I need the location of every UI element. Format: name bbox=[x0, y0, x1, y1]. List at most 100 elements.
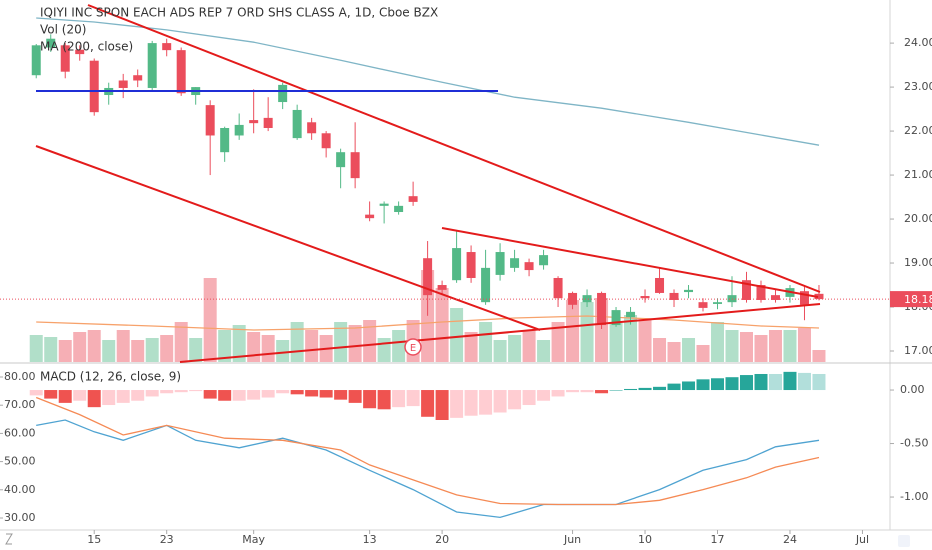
volume-bar bbox=[653, 338, 667, 362]
macd-histogram-bar bbox=[522, 390, 536, 406]
volume-bar bbox=[739, 332, 753, 362]
candle-body bbox=[220, 127, 230, 153]
candle-body bbox=[278, 84, 288, 103]
volume-bar bbox=[44, 337, 58, 362]
candle-body bbox=[350, 152, 360, 179]
volume-ma-line bbox=[36, 315, 820, 331]
macd-histogram-bar bbox=[319, 390, 333, 398]
candle-body bbox=[466, 252, 476, 278]
macd-histogram-bar bbox=[102, 390, 116, 406]
candle-body bbox=[423, 258, 433, 296]
candle-body bbox=[292, 109, 302, 139]
macd-histogram-bar bbox=[131, 390, 145, 401]
x-tick-label: 20 bbox=[435, 533, 449, 546]
candle-body bbox=[814, 293, 824, 300]
volume-bar bbox=[102, 340, 116, 362]
volume-bar bbox=[348, 325, 362, 362]
volume-bar bbox=[754, 335, 768, 362]
macd-histogram-bar bbox=[754, 373, 768, 391]
macd-histogram-bar bbox=[638, 387, 652, 391]
macd-histogram-bar bbox=[450, 390, 464, 418]
volume-bar bbox=[160, 335, 174, 362]
candle-body bbox=[611, 310, 621, 326]
price-pane bbox=[29, 17, 826, 362]
macd-histogram-bar bbox=[464, 390, 478, 416]
volume-bar bbox=[189, 338, 203, 362]
earnings-marker[interactable]: E bbox=[410, 343, 416, 354]
macd-histogram-bar bbox=[29, 390, 43, 396]
macd-histogram-bar bbox=[218, 390, 232, 401]
macd-histogram-bar bbox=[609, 390, 623, 391]
macd-histogram-bar bbox=[363, 390, 377, 409]
macd-histogram-bar bbox=[58, 390, 72, 403]
candle-body bbox=[408, 196, 418, 202]
volume-bar bbox=[218, 330, 232, 362]
earnings-badge[interactable] bbox=[404, 338, 422, 356]
macd-histogram-bar bbox=[493, 390, 507, 413]
volume-label: Vol (20) bbox=[40, 23, 86, 37]
auto-scale-button[interactable] bbox=[898, 535, 910, 547]
x-tick-label: Jun bbox=[563, 533, 581, 546]
volume-bar bbox=[624, 315, 638, 362]
macd-histogram-bar bbox=[595, 390, 609, 394]
macd-histogram-bar bbox=[682, 381, 696, 391]
volume-bar bbox=[566, 300, 580, 362]
volume-bar bbox=[87, 330, 101, 362]
y-tick-label: 20.00 bbox=[904, 212, 932, 225]
volume-bar bbox=[638, 320, 652, 362]
volume-bar bbox=[261, 335, 275, 362]
macd-histogram-bar bbox=[247, 390, 261, 400]
volume-bar bbox=[334, 322, 348, 362]
candle-body bbox=[234, 124, 244, 136]
candle-body bbox=[147, 43, 157, 88]
macd-histogram-bar bbox=[580, 390, 594, 393]
volume-bar bbox=[29, 335, 43, 362]
x-tick-label: 24 bbox=[783, 533, 797, 546]
macd-left-tick-label: 40.00 bbox=[4, 483, 36, 496]
macd-histogram-bar bbox=[377, 390, 391, 410]
volume-bar bbox=[58, 340, 72, 362]
y-tick-label: 21.00 bbox=[904, 168, 932, 181]
macd-histogram-bar bbox=[566, 390, 580, 393]
candle-body bbox=[640, 296, 650, 299]
volume-bar bbox=[145, 338, 159, 362]
x-tick-label: 13 bbox=[363, 533, 377, 546]
volume-bar bbox=[580, 302, 594, 362]
macd-histogram-bar bbox=[73, 390, 87, 401]
macd-histogram-bar bbox=[261, 390, 275, 398]
candle-body bbox=[75, 49, 85, 55]
volume-bar bbox=[812, 350, 826, 362]
candle-body bbox=[394, 205, 404, 213]
macd-left-tick-label: 80.00 bbox=[4, 370, 36, 383]
candle-body bbox=[176, 50, 186, 94]
signal-line bbox=[35, 396, 820, 506]
volume-bar bbox=[682, 338, 696, 362]
macd-histogram-bar bbox=[87, 390, 101, 408]
macd-histogram-bar bbox=[232, 390, 246, 401]
macd-histogram-bar bbox=[768, 373, 782, 391]
timezone-icon[interactable] bbox=[5, 533, 13, 545]
macd-y-tick-label: 0.00 bbox=[900, 383, 925, 396]
macd-histogram-bar bbox=[290, 390, 304, 395]
candle-body bbox=[741, 280, 751, 300]
macd-histogram-bar bbox=[203, 390, 217, 399]
macd-histogram-bar bbox=[406, 390, 420, 407]
drawings bbox=[35, 4, 821, 363]
y-tick-label: 17.00 bbox=[904, 344, 932, 357]
volume-bar bbox=[783, 330, 797, 362]
volume-bar bbox=[392, 330, 406, 362]
candle-body bbox=[31, 45, 41, 76]
volume-bar bbox=[131, 340, 145, 362]
candle-body bbox=[713, 302, 723, 304]
ma-label: MA (200, close) bbox=[40, 40, 133, 54]
candle-body bbox=[162, 43, 172, 51]
volume-bar bbox=[522, 330, 536, 362]
candle-body bbox=[118, 80, 128, 88]
macd-histogram-bar bbox=[174, 390, 188, 393]
x-tick-label: Jul bbox=[855, 533, 869, 546]
candle-body bbox=[669, 292, 679, 300]
macd-histogram-bar bbox=[696, 379, 710, 391]
x-tick-label: May bbox=[242, 533, 265, 546]
x-tick-label: 17 bbox=[711, 533, 725, 546]
